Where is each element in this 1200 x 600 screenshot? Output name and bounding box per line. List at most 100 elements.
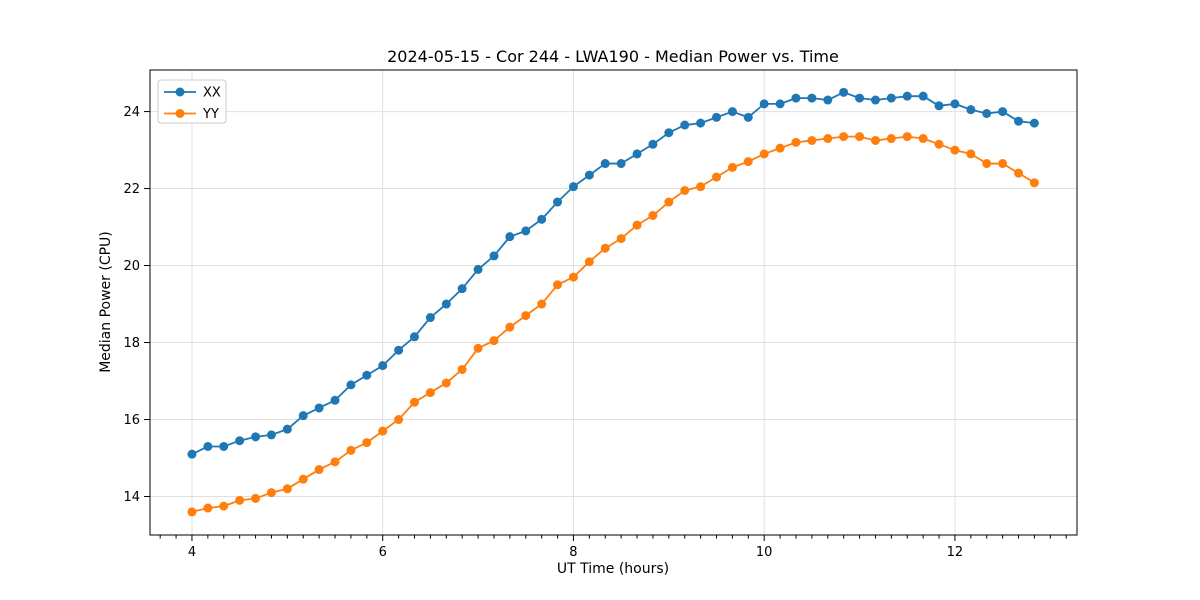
data-point bbox=[1014, 168, 1024, 178]
data-point bbox=[409, 397, 419, 407]
data-point bbox=[902, 132, 912, 142]
data-point bbox=[1029, 178, 1039, 188]
data-point bbox=[918, 134, 928, 144]
legend-marker-icon bbox=[175, 109, 185, 118]
data-point bbox=[425, 313, 435, 323]
data-point bbox=[743, 112, 753, 122]
chart-title: 2024-05-15 - Cor 244 - LWA190 - Median P… bbox=[387, 47, 839, 66]
x-tick-label: 6 bbox=[379, 545, 387, 560]
y-tick-label: 14 bbox=[123, 490, 140, 505]
axes: 4 6 8 10 12 14 16 18 20 22 24 bbox=[123, 69, 1078, 560]
legend-item-xx: XX bbox=[164, 86, 221, 101]
data-point bbox=[298, 474, 308, 484]
data-point bbox=[505, 322, 515, 332]
data-point bbox=[330, 457, 340, 467]
plot-border bbox=[149, 69, 1078, 536]
data-point bbox=[219, 501, 229, 511]
legend-label-yy: YY bbox=[202, 107, 219, 122]
data-point bbox=[251, 432, 261, 442]
data-point bbox=[425, 388, 435, 398]
data-point bbox=[266, 430, 276, 440]
data-point bbox=[934, 101, 944, 111]
data-point bbox=[982, 108, 992, 118]
data-point bbox=[235, 436, 245, 446]
data-point bbox=[759, 99, 769, 109]
data-point bbox=[696, 182, 706, 192]
data-point bbox=[473, 264, 483, 274]
data-point bbox=[696, 118, 706, 128]
data-point bbox=[918, 91, 928, 101]
x-tick-label: 12 bbox=[947, 545, 964, 560]
data-point bbox=[521, 226, 531, 236]
data-point bbox=[537, 214, 547, 224]
data-point bbox=[203, 503, 213, 513]
data-point bbox=[743, 157, 753, 167]
data-point bbox=[712, 172, 721, 182]
y-tick-label: 18 bbox=[123, 336, 140, 351]
data-point bbox=[839, 87, 849, 97]
data-series bbox=[187, 87, 1039, 517]
data-point bbox=[600, 159, 610, 169]
data-point bbox=[982, 159, 992, 169]
data-point bbox=[568, 272, 578, 282]
legend-marker-icon bbox=[175, 87, 185, 97]
data-point bbox=[568, 182, 578, 192]
data-point bbox=[934, 139, 944, 149]
data-point bbox=[553, 280, 563, 290]
data-point bbox=[203, 441, 213, 451]
data-point bbox=[775, 99, 785, 109]
data-point bbox=[537, 299, 547, 309]
data-point bbox=[362, 370, 372, 380]
data-point bbox=[902, 91, 912, 101]
data-point bbox=[553, 197, 563, 207]
data-point bbox=[235, 495, 245, 505]
data-point bbox=[219, 441, 229, 451]
series-xx-line bbox=[191, 91, 1035, 455]
series-yy-line bbox=[191, 135, 1035, 513]
data-point bbox=[791, 137, 801, 147]
data-point bbox=[807, 135, 817, 145]
data-point bbox=[616, 234, 626, 244]
data-point bbox=[409, 332, 419, 342]
data-point bbox=[282, 484, 292, 494]
data-point bbox=[584, 257, 594, 267]
legend-label-xx: XX bbox=[203, 86, 221, 101]
series-xx bbox=[187, 87, 1039, 459]
x-tick-label: 10 bbox=[756, 545, 773, 560]
data-point bbox=[457, 284, 467, 294]
y-tick-label: 22 bbox=[123, 182, 140, 197]
data-point bbox=[584, 170, 594, 180]
data-point bbox=[791, 93, 801, 103]
data-point bbox=[632, 149, 642, 159]
data-point bbox=[298, 411, 308, 421]
data-point bbox=[680, 185, 690, 195]
data-point bbox=[648, 139, 658, 149]
series-xx-markers bbox=[187, 87, 1039, 459]
data-point bbox=[680, 120, 690, 130]
data-point bbox=[346, 445, 356, 455]
data-point bbox=[998, 159, 1008, 169]
data-point bbox=[823, 134, 833, 144]
data-point bbox=[1029, 118, 1039, 128]
data-point bbox=[362, 438, 372, 448]
data-point bbox=[966, 149, 976, 159]
data-point bbox=[870, 135, 880, 145]
data-point bbox=[282, 424, 292, 434]
data-point bbox=[314, 465, 324, 475]
data-point bbox=[1014, 116, 1024, 126]
series-yy bbox=[187, 132, 1039, 517]
data-point bbox=[489, 336, 499, 346]
data-point bbox=[441, 299, 451, 309]
data-point bbox=[251, 493, 261, 503]
data-point bbox=[266, 488, 276, 498]
gridlines bbox=[150, 70, 1077, 535]
data-point bbox=[187, 449, 197, 459]
data-point bbox=[950, 99, 960, 109]
data-point bbox=[457, 364, 467, 374]
data-point bbox=[870, 95, 880, 105]
data-point bbox=[505, 232, 515, 242]
data-point bbox=[664, 128, 674, 138]
data-point bbox=[346, 380, 356, 390]
data-point bbox=[489, 251, 499, 261]
data-point bbox=[664, 197, 674, 207]
